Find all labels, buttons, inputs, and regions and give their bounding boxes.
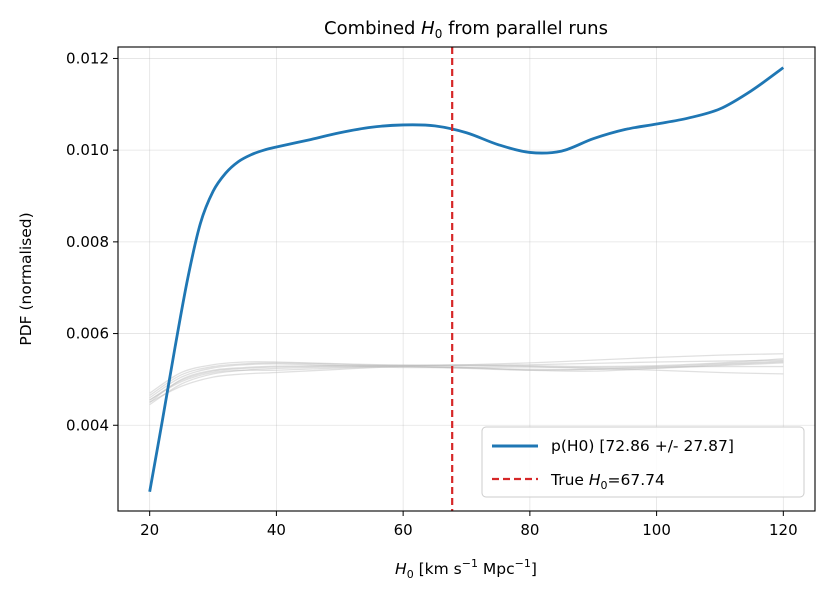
legend-label-true: True H0=67.74 xyxy=(550,471,665,492)
combined-curve-layer xyxy=(148,66,785,492)
y-axis-label: PDF (normalised) xyxy=(17,212,35,345)
y-tick-label: 0.008 xyxy=(66,233,109,251)
combined-pdf-line xyxy=(148,66,785,492)
x-tick-label: 20 xyxy=(140,521,159,539)
legend-label-combined: p(H0) [72.86 +/- 27.87] xyxy=(551,437,734,455)
run-curves xyxy=(149,353,784,406)
y-tick-label: 0.012 xyxy=(66,49,109,67)
chart-title: Combined H0 from parallel runs xyxy=(324,18,608,41)
y-tick-label: 0.010 xyxy=(66,141,109,159)
run-curve xyxy=(149,362,784,403)
run-curve xyxy=(149,363,784,399)
x-tick-label: 120 xyxy=(769,521,798,539)
run-curve xyxy=(149,353,784,403)
x-ticks: 20 40 60 80 100 120 xyxy=(140,511,798,539)
y-tick-label: 0.006 xyxy=(66,325,109,343)
run-curve xyxy=(149,358,784,401)
run-curve xyxy=(149,361,784,397)
legend-box xyxy=(481,426,805,498)
run-curve xyxy=(149,365,784,406)
x-tick-label: 100 xyxy=(642,521,671,539)
x-tick-label: 60 xyxy=(394,521,413,539)
y-tick-label: 0.004 xyxy=(66,416,109,434)
x-axis-label: H0 [km s−1 Mpc−1] xyxy=(395,557,537,581)
legend: p(H0) [72.86 +/- 27.87] True H0=67.74 xyxy=(481,426,805,498)
run-curve xyxy=(149,359,784,394)
x-tick-label: 80 xyxy=(520,521,539,539)
x-tick-label: 40 xyxy=(267,521,286,539)
run-curve xyxy=(149,360,784,401)
plot-frame xyxy=(117,46,816,512)
y-ticks: 0.004 0.006 0.008 0.010 0.012 xyxy=(66,49,118,434)
